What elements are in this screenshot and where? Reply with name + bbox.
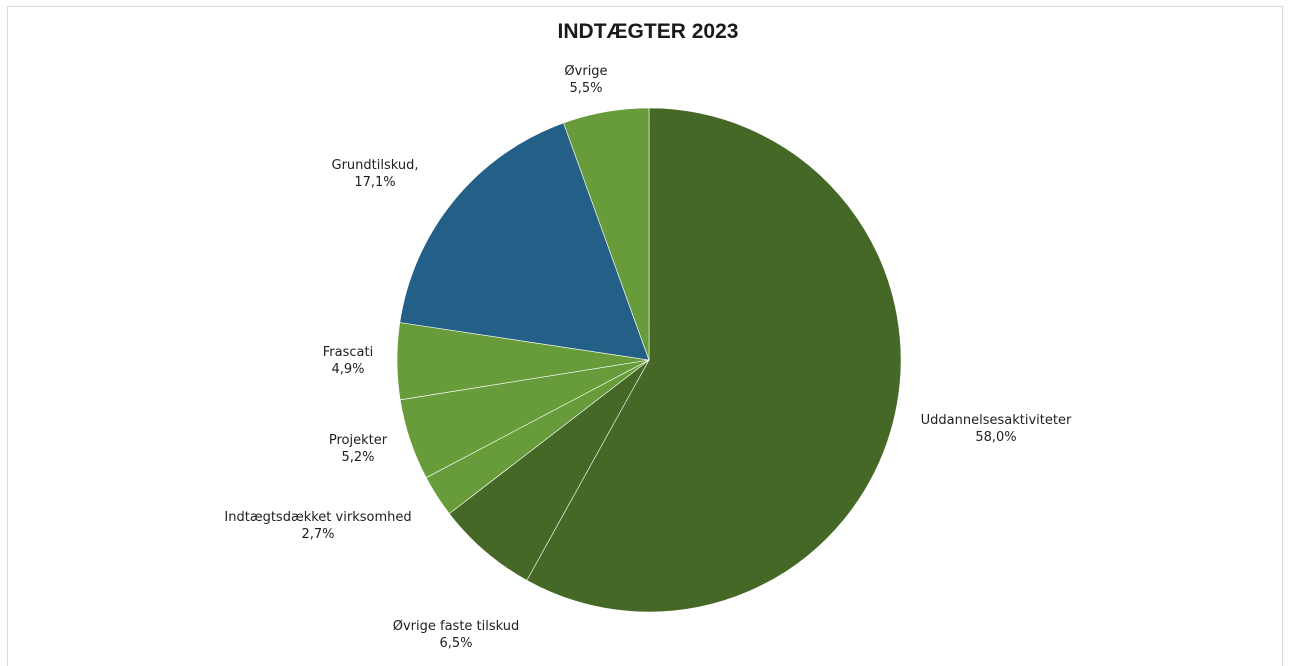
slice-label-value-0: 58,0% [975,430,1016,445]
slice-label-name-6: Øvrige [564,64,607,79]
chart-title: INDTÆGTER 2023 [558,20,739,43]
slice-label-1: Øvrige faste tilskud 6,5% [393,619,520,651]
slice-label-4: Frascati 4,9% [323,345,373,377]
pie-slice-5 [399,122,650,361]
slice-label-3: Projekter 5,2% [329,433,388,465]
slice-label-value-3: 5,2% [341,450,374,465]
pie-slice-6 [563,107,650,361]
slice-label-0: Uddannelsesaktiviteter 58,0% [921,413,1072,445]
slice-label-value-1: 6,5% [439,636,472,651]
slice-labels: Uddannelsesaktiviteter 58,0% Øvrige faste … [224,64,1072,651]
slice-label-6: Øvrige 5,5% [564,64,607,96]
slice-label-2: Indtægtsdækket virksomhed 2,7% [224,510,411,542]
slice-label-5: Grundtilskud, 17,1% [332,158,419,190]
slice-label-name-3: Projekter [329,433,388,448]
slice-label-value-4: 4,9% [331,362,364,377]
slice-label-name-5: Grundtilskud, [332,158,419,173]
slice-label-value-2: 2,7% [301,527,334,542]
pie-slices [396,107,902,613]
slice-label-value-5: 17,1% [354,175,395,190]
slice-label-value-6: 5,5% [569,81,602,96]
slice-label-name-0: Uddannelsesaktiviteter [921,413,1072,428]
slice-label-name-4: Frascati [323,345,373,360]
pie-slice-0 [526,107,902,613]
slice-label-name-1: Øvrige faste tilskud [393,619,520,634]
slice-label-name-2: Indtægtsdækket virksomhed [224,510,411,525]
